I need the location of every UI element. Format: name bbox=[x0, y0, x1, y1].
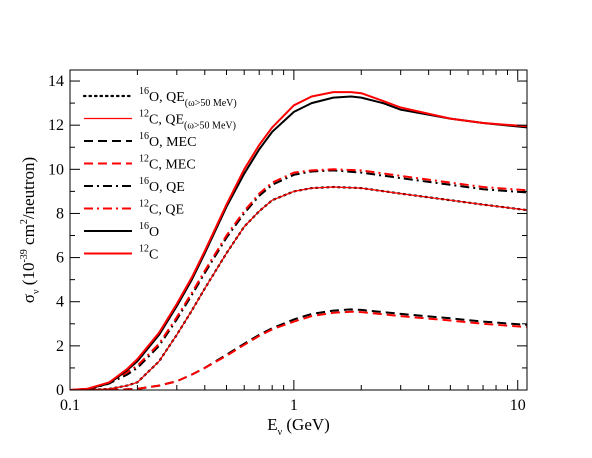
legend-label-c_qe50: 12C, QE(ω>50 MeV) bbox=[139, 109, 236, 132]
legend-label-o_tot: 16O bbox=[139, 221, 159, 240]
y-tick-label: 14 bbox=[48, 73, 64, 90]
y-tick-label: 12 bbox=[48, 117, 64, 134]
y-tick-label: 8 bbox=[56, 205, 64, 222]
plot-frame bbox=[69, 69, 528, 391]
series-line-c_tot bbox=[70, 91, 527, 390]
axis-ticks bbox=[69, 70, 527, 391]
y-tick-label: 10 bbox=[48, 161, 64, 178]
y-tick-label: 0 bbox=[56, 382, 64, 399]
x-axis-label: Eν (GeV) bbox=[267, 415, 330, 438]
series-line-c_mec bbox=[109, 310, 527, 390]
legend-label-o_qe50: 16O, QE(ω>50 MeV) bbox=[139, 86, 237, 109]
series-line-c_qe50 bbox=[87, 186, 527, 390]
legend-label-o_qe: 16O, QE bbox=[139, 176, 185, 195]
legend-label-c_tot: 12C bbox=[139, 244, 158, 263]
x-tick-label: 0.1 bbox=[60, 397, 80, 414]
legend: 16O, QE(ω>50 MeV)12C, QE(ω>50 MeV)16O, M… bbox=[82, 86, 237, 263]
series-line-o_tot bbox=[70, 95, 527, 390]
legend-label-c_mec: 12C, MEC bbox=[139, 154, 196, 173]
series-line-o_mec bbox=[109, 308, 527, 390]
x-tick-label: 10 bbox=[510, 397, 526, 414]
series-line-o_qe bbox=[87, 169, 527, 390]
series-line-c_qe bbox=[87, 168, 527, 390]
y-axis-label: σν (10-39 cm2/neutron) bbox=[19, 157, 42, 303]
x-tick-label: 1 bbox=[290, 397, 298, 414]
legend-label-c_qe: 12C, QE bbox=[139, 199, 184, 218]
curves-layer bbox=[70, 91, 527, 390]
tick-labels: 0 2 4 6 8 10 12 14 0.1 1 10 bbox=[48, 73, 526, 414]
y-tick-label: 2 bbox=[56, 338, 64, 355]
y-tick-label: 4 bbox=[56, 294, 64, 311]
y-tick-label: 6 bbox=[56, 250, 64, 267]
legend-label-o_mec: 16O, MEC bbox=[139, 131, 196, 150]
